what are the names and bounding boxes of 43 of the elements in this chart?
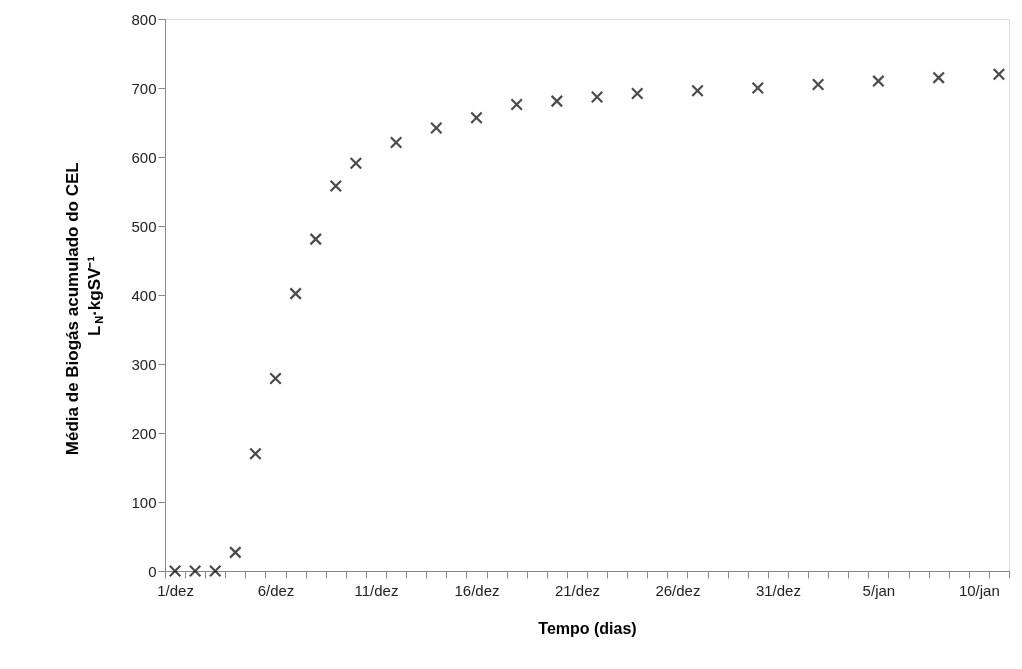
point xyxy=(429,121,443,135)
point xyxy=(630,87,644,100)
point xyxy=(510,98,524,111)
point xyxy=(329,179,343,193)
x-tick-label: 10/jan xyxy=(958,581,1000,599)
y-tick-label: 700 xyxy=(131,79,157,97)
x-tick-label: 1/dez xyxy=(157,581,194,599)
y-tick-label: 600 xyxy=(131,148,157,166)
point xyxy=(309,232,323,246)
point xyxy=(550,94,564,108)
x-tick-label: 5/jan xyxy=(862,581,896,599)
y-tick-label: 0 xyxy=(148,562,157,580)
text: LN·kgSV⁻¹ xyxy=(85,256,105,337)
x-tick-label: 26/dez xyxy=(655,581,701,599)
point xyxy=(389,136,403,149)
text: Média de Biogás acumulado do CEL xyxy=(63,162,82,456)
point xyxy=(289,287,302,300)
x-tick-label: 6/dez xyxy=(257,581,295,599)
point xyxy=(249,447,262,461)
y-tick-label: 400 xyxy=(131,286,157,304)
x-tick-label: 16/dez xyxy=(454,581,500,599)
point xyxy=(992,67,1006,81)
x-tick-label: 31/dez xyxy=(755,581,801,599)
point xyxy=(691,84,704,98)
point xyxy=(269,372,282,385)
x-tick-label: 11/dez xyxy=(354,581,399,599)
y-tick-label: 500 xyxy=(131,217,157,235)
point xyxy=(932,71,946,84)
point xyxy=(228,546,242,559)
point xyxy=(470,111,483,125)
y-tick-label: 800 xyxy=(131,10,157,28)
y-tick-label: 300 xyxy=(131,355,157,373)
point xyxy=(349,156,363,170)
y-tick-label: 100 xyxy=(131,493,157,511)
y-tick-label: 200 xyxy=(131,424,157,442)
point xyxy=(751,81,765,95)
point xyxy=(590,90,604,104)
point xyxy=(188,564,202,578)
x-tick-label: 21/dez xyxy=(554,581,600,599)
point xyxy=(208,564,222,578)
point xyxy=(811,78,825,91)
x-axis-title: Tempo (dias) xyxy=(538,619,637,637)
point xyxy=(872,74,885,88)
